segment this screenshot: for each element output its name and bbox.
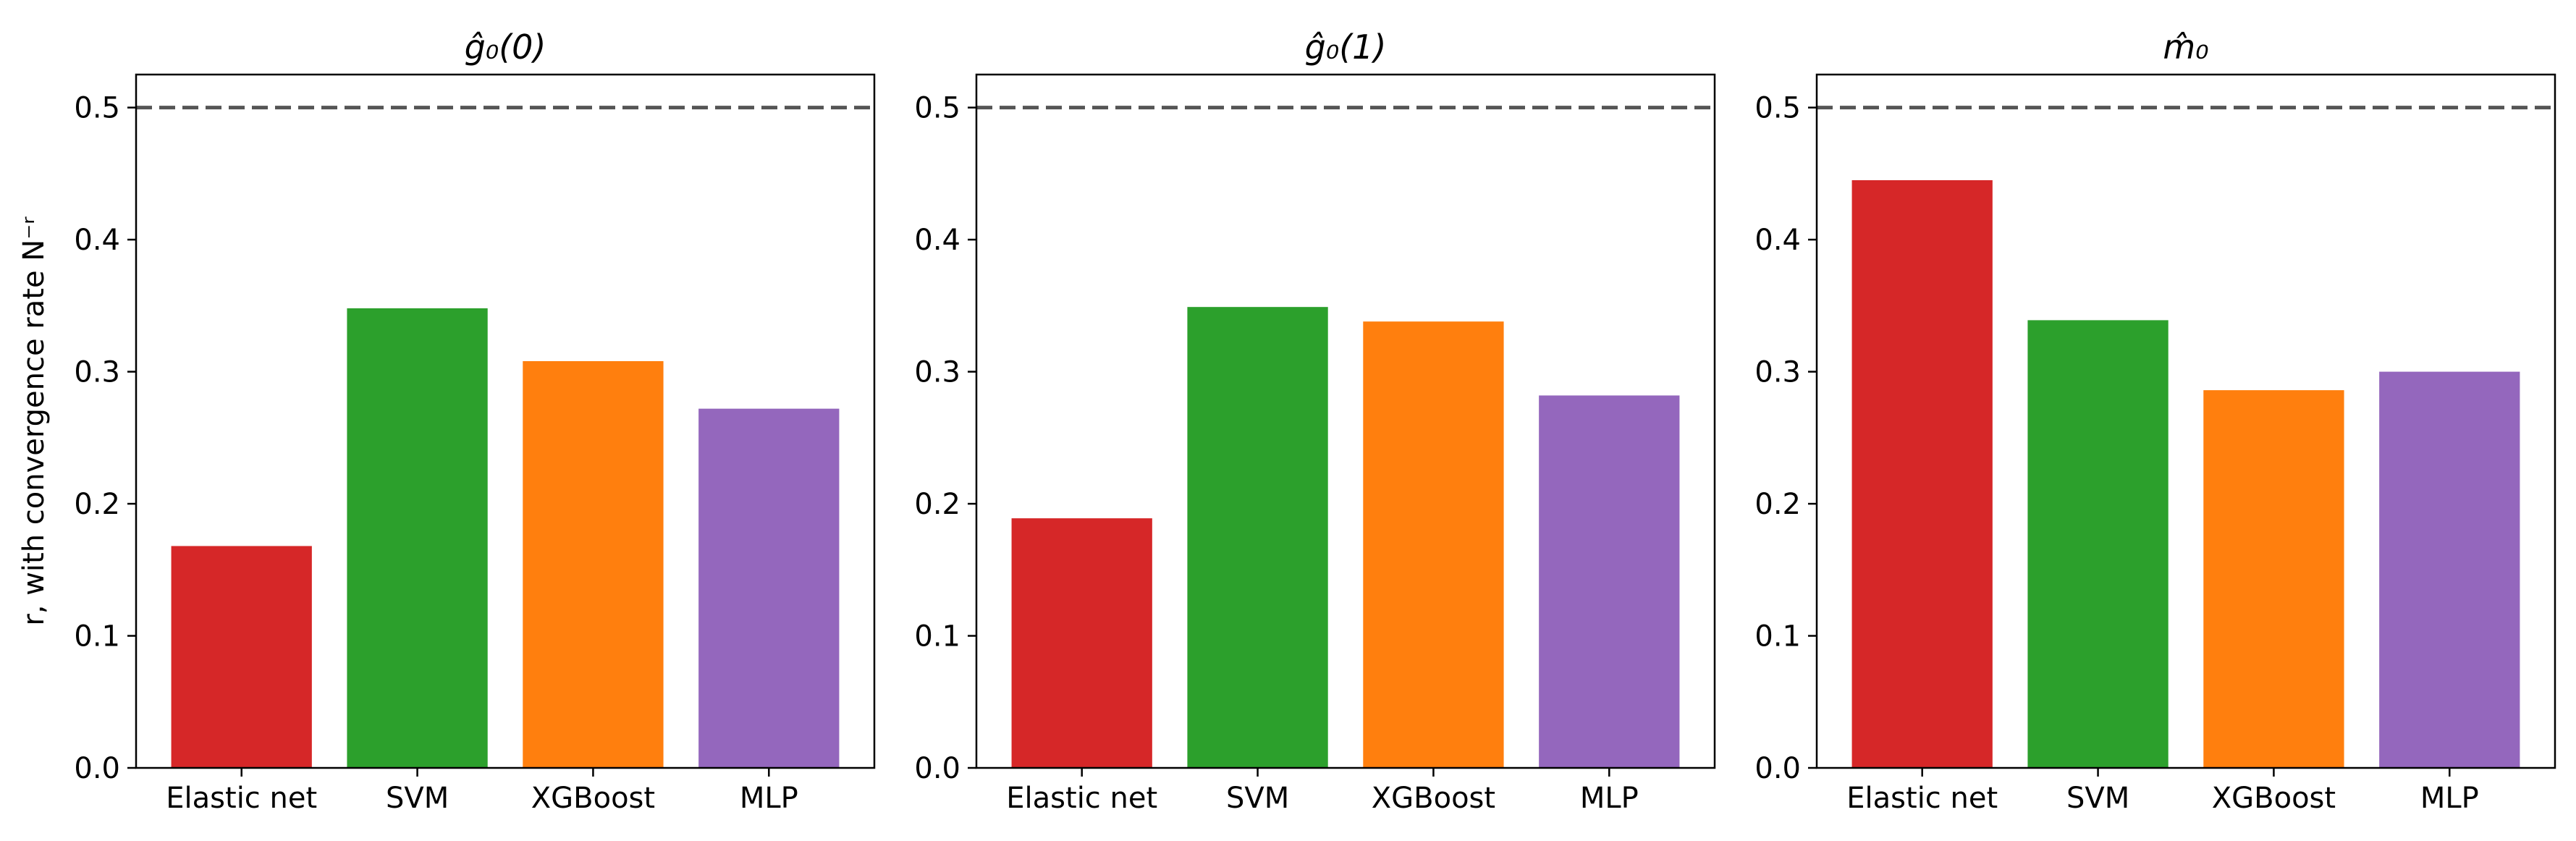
y-tick-label: 0.2 [1754, 488, 1801, 521]
y-tick-label: 0.2 [914, 488, 960, 521]
panel-title: ĝ₀(1) [1305, 28, 1387, 67]
chart-panel-2: 0.0 0.1 0.2 0.3 0.4 0.5 Elastic net SVM XGBoost M… [914, 28, 1716, 815]
bar-svm [2027, 320, 2169, 768]
y-axis-label: r, with convergence rate N⁻ʳ [17, 216, 51, 626]
x-tick-label: Elastic net [166, 782, 317, 815]
bar-elastic-net [171, 546, 312, 768]
x-tick-label: SVM [2066, 782, 2129, 815]
x-tick-label: XGBoost [531, 782, 655, 815]
plot-frame [1815, 73, 2556, 769]
y-tick-label: 0.5 [914, 92, 960, 125]
y-tick-label: 0.0 [914, 752, 960, 785]
y-tick-label: 0.1 [74, 620, 120, 654]
x-tick-label: Elastic net [1846, 782, 1998, 815]
y-tick-label: 0.0 [1754, 752, 1801, 785]
bar-mlp [2379, 371, 2520, 768]
bar-elastic-net [1851, 179, 1993, 768]
y-tick-label: 0.5 [1754, 92, 1801, 125]
y-tick-label: 0.0 [74, 752, 120, 785]
y-tick-label: 0.2 [74, 488, 120, 521]
x-tick-label: MLP [2420, 782, 2479, 815]
bar-mlp [1539, 395, 1680, 768]
x-tick-label: MLP [1580, 782, 1639, 815]
bar-svm [1187, 307, 1328, 768]
bar-elastic-net [1011, 518, 1152, 768]
y-tick-label: 0.5 [74, 92, 120, 125]
bar-xgboost [1363, 321, 1504, 768]
y-tick-label: 0.4 [74, 224, 120, 257]
chart-panel-3: 0.0 0.1 0.2 0.3 0.4 0.5 Elastic net SVM XGBoost M… [1754, 28, 2556, 815]
y-tick-label: 0.3 [914, 356, 960, 389]
y-tick-label: 0.1 [914, 620, 960, 654]
x-tick-label: MLP [740, 782, 798, 815]
bar-xgboost [523, 360, 664, 768]
plot-frame [975, 73, 1716, 769]
y-tick-label: 0.4 [1754, 224, 1801, 257]
x-tick-label: XGBoost [2212, 782, 2336, 815]
y-tick-label: 0.3 [74, 356, 120, 389]
x-tick-label: SVM [1226, 782, 1289, 815]
y-tick-label: 0.4 [914, 224, 960, 257]
x-tick-label: Elastic net [1006, 782, 1157, 815]
y-tick-label: 0.1 [1754, 620, 1801, 654]
bar-svm [347, 308, 488, 768]
x-tick-label: XGBoost [1372, 782, 1495, 815]
panel-title: ĝ₀(0) [465, 28, 546, 67]
bar-mlp [698, 408, 840, 768]
panel-title: m̂₀ [2163, 28, 2208, 67]
chart-panel-1: 0.0 0.1 0.2 0.3 0.4 0.5 Elastic net SVM XGBoost M… [17, 28, 876, 815]
bar-xgboost [2203, 390, 2344, 768]
x-tick-label: SVM [386, 782, 449, 815]
plot-frame [135, 73, 876, 769]
y-tick-label: 0.3 [1754, 356, 1801, 389]
